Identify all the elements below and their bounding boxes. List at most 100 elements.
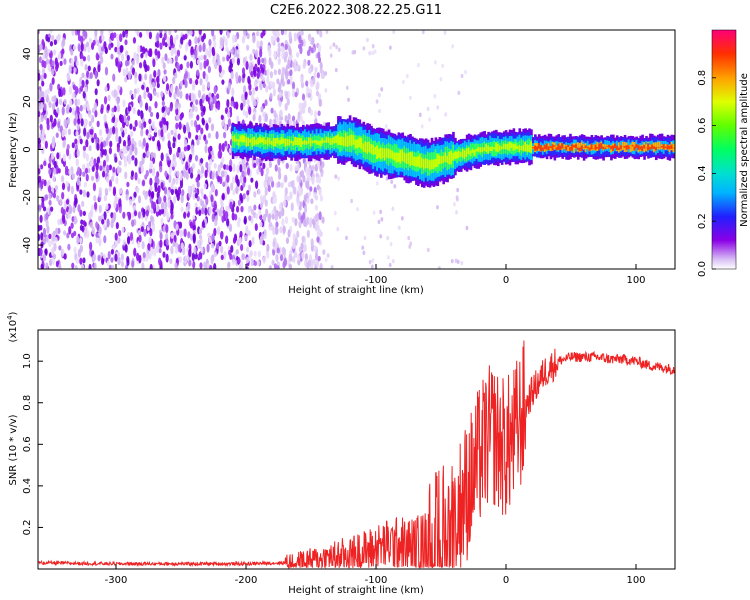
spectrogram-speckle bbox=[227, 82, 232, 91]
spectrogram-speckle bbox=[242, 193, 246, 200]
spectrogram-ridge-cell bbox=[311, 140, 315, 144]
spectrogram-speckle bbox=[38, 175, 42, 183]
spectrogram-speckle bbox=[311, 164, 315, 172]
spectrogram-speckle bbox=[368, 259, 372, 265]
spectrogram-speckle bbox=[70, 222, 74, 229]
spectrogram-speckle bbox=[230, 48, 234, 55]
spectrogram-speckle bbox=[77, 248, 81, 258]
spectrogram-speckle bbox=[38, 103, 41, 112]
spectrogram-speckle bbox=[52, 49, 57, 56]
spectrogram-speckle bbox=[110, 30, 114, 33]
spectrogram-speckle bbox=[420, 124, 424, 129]
spectrogram-speckle bbox=[183, 228, 187, 238]
spectrogram-speckle bbox=[177, 102, 182, 109]
spectrogram-ridge-cell bbox=[329, 138, 332, 145]
spectrogram-speckle bbox=[222, 209, 226, 215]
spectrogram-speckle bbox=[111, 264, 115, 269]
spectrogram-speckle bbox=[433, 93, 437, 99]
spectrogram-speckle bbox=[263, 179, 267, 189]
spectrogram-ridge-cell bbox=[536, 146, 539, 151]
spectrogram-speckle bbox=[235, 71, 239, 81]
spectrogram-speckle bbox=[187, 201, 191, 211]
spectrogram-speckle bbox=[288, 118, 292, 128]
spectrogram-speckle bbox=[305, 166, 309, 174]
spectrogram-speckle bbox=[262, 213, 267, 223]
spectrogram-ridge-cell bbox=[485, 144, 488, 152]
spectrogram-speckle bbox=[185, 161, 189, 171]
spectrogram-ridge-cell bbox=[405, 153, 408, 164]
spectrogram-speckle bbox=[247, 205, 251, 214]
spectrogram-speckle bbox=[144, 63, 148, 73]
spectrogram-speckle bbox=[97, 64, 101, 73]
spectrogram-speckle bbox=[61, 249, 65, 257]
spectrogram-speckle bbox=[53, 95, 57, 103]
spectrogram-speckle bbox=[196, 240, 200, 249]
spectrogram-speckle bbox=[183, 211, 187, 219]
spectrogram-speckle bbox=[42, 136, 46, 144]
spectrogram-speckle bbox=[153, 126, 158, 133]
spectrogram-speckle bbox=[88, 263, 92, 269]
spectrogram-speckle bbox=[257, 250, 261, 258]
spectrogram-ridge-cell bbox=[491, 146, 494, 152]
spectrogram-speckle bbox=[68, 225, 72, 235]
spectrogram-speckle bbox=[217, 164, 221, 173]
spectrogram-ridge-cell bbox=[653, 146, 656, 149]
spectrogram-speckle bbox=[280, 182, 284, 189]
spectrogram-speckle bbox=[92, 182, 97, 192]
spectrogram-speckle bbox=[172, 241, 176, 248]
spectrogram-speckle bbox=[273, 34, 277, 42]
spectrogram-speckle bbox=[65, 180, 69, 188]
spectrogram-speckle bbox=[437, 265, 441, 269]
spectrogram-speckle bbox=[208, 206, 212, 216]
spectrogram-speckle bbox=[106, 164, 110, 174]
spectrogram-speckle bbox=[190, 48, 194, 56]
spectrogram-ridge-cell bbox=[407, 152, 410, 164]
spectrogram-speckle bbox=[51, 77, 55, 85]
spectrogram-speckle bbox=[241, 35, 246, 44]
top-y-tick-label: 40 bbox=[22, 48, 33, 61]
spectrogram-speckle bbox=[131, 260, 135, 268]
spectrogram-speckle bbox=[176, 88, 180, 98]
spectrogram-speckle bbox=[182, 124, 187, 134]
spectrogram-speckle bbox=[178, 121, 182, 131]
spectrogram-speckle bbox=[285, 91, 289, 100]
spectrogram-speckle bbox=[409, 241, 413, 246]
spectrogram-speckle bbox=[211, 154, 215, 161]
spectrogram-speckle bbox=[175, 176, 179, 185]
spectrogram-speckle bbox=[85, 153, 89, 162]
spectrogram-speckle bbox=[246, 189, 250, 196]
spectrogram-speckle bbox=[379, 234, 383, 239]
spectrogram-speckle bbox=[195, 78, 199, 86]
spectrogram-speckle bbox=[230, 71, 234, 80]
spectrogram-speckle bbox=[460, 260, 464, 266]
spectrogram-speckle bbox=[308, 67, 312, 74]
spectrogram-speckle bbox=[261, 76, 266, 82]
spectrogram-ridge-cell bbox=[479, 147, 483, 153]
spectrogram-speckle bbox=[110, 53, 114, 60]
spectrogram-speckle bbox=[289, 164, 293, 172]
spectrogram-speckle bbox=[76, 176, 80, 186]
spectrogram-speckle bbox=[86, 229, 90, 239]
spectrogram-ridge-cell bbox=[651, 144, 654, 149]
spectrogram-speckle bbox=[221, 120, 225, 127]
spectrogram-speckle bbox=[134, 157, 138, 167]
spectrogram-speckle bbox=[249, 53, 253, 62]
spectrogram-speckle bbox=[106, 218, 110, 228]
spectrogram-speckle bbox=[306, 229, 310, 238]
spectrogram-speckle bbox=[71, 262, 75, 269]
spectrogram-speckle bbox=[200, 54, 204, 61]
spectrogram-speckle bbox=[167, 160, 171, 168]
spectrogram-speckle bbox=[185, 171, 189, 180]
spectrogram-speckle bbox=[191, 162, 196, 170]
spectrogram-speckle bbox=[141, 84, 145, 90]
spectrogram-speckle bbox=[192, 233, 196, 242]
spectrogram-speckle bbox=[42, 206, 47, 212]
spectrogram-ridge-cell bbox=[571, 144, 574, 151]
spectrogram-speckle bbox=[110, 32, 115, 42]
spectrogram-speckle bbox=[42, 253, 47, 262]
spectrogram-speckle bbox=[112, 166, 116, 173]
spectrogram-speckle bbox=[163, 32, 167, 41]
spectrogram-speckle bbox=[161, 100, 165, 107]
spectrogram-speckle bbox=[96, 120, 100, 128]
spectrogram-speckle bbox=[71, 92, 75, 100]
